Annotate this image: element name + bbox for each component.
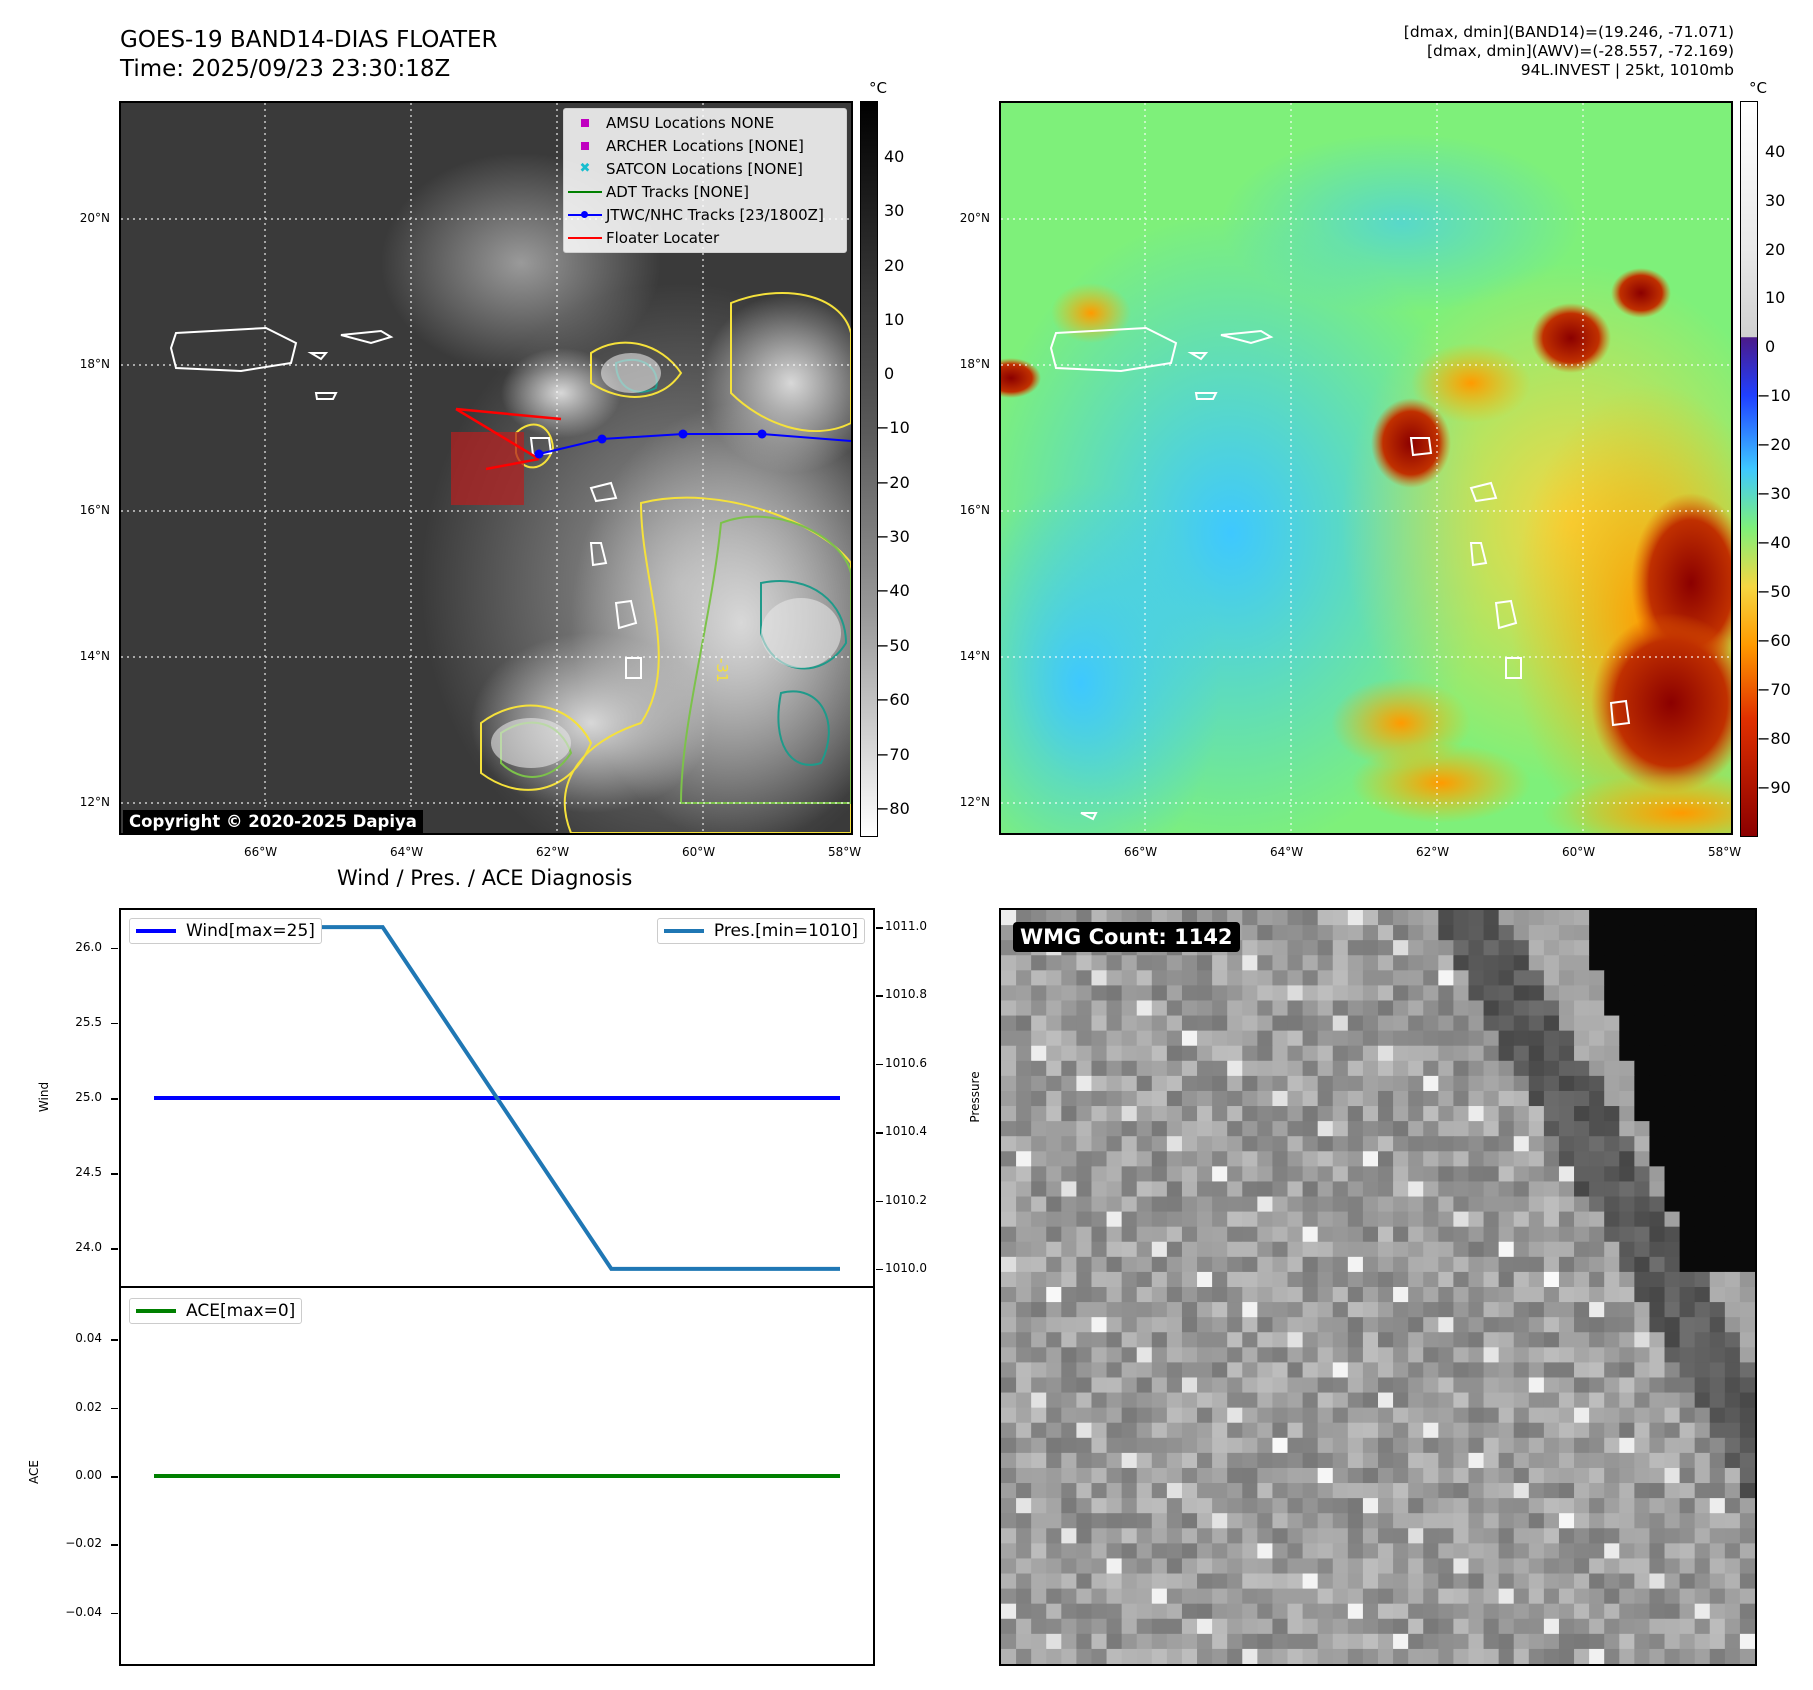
copyright-label: Copyright © 2020-2025 Dapiya: [123, 810, 423, 833]
lon-tick: 62°W: [1416, 845, 1450, 859]
axis-tick-mark: [876, 995, 883, 997]
axis-tick-mark: [111, 1339, 118, 1341]
x-marker-icon: ✖: [579, 161, 591, 176]
meta-line-2: [dmax, dmin](AWV)=(-28.557, -72.169): [1427, 42, 1734, 60]
lon-tick: 66°W: [244, 845, 278, 859]
axis-tick-label: 25.0: [75, 1090, 102, 1104]
line-marker-icon: [568, 236, 602, 239]
ace-panel: ACE[max=0]: [119, 1286, 875, 1666]
title-line-1: GOES-19 BAND14-DIAS FLOATER: [120, 27, 498, 53]
ace-plot: [154, 1474, 840, 1478]
axis-tick-mark: [111, 1173, 118, 1175]
axis-tick-label: −0.04: [65, 1604, 102, 1619]
ace-legend: ACE[max=0]: [129, 1298, 303, 1324]
axis-tick-mark: [111, 947, 118, 950]
axis-tick-label: 1011.0: [885, 919, 927, 934]
pressure-axis-label: Pressure: [968, 1071, 982, 1123]
legend-satcon: ✖ SATCON Locations [NONE]: [579, 159, 803, 178]
wmg-image: [1001, 910, 1755, 1664]
wind-pressure-plot: [154, 925, 840, 1271]
axis-tick-label: 26.0: [75, 939, 102, 954]
line-marker-icon: [568, 190, 602, 193]
axis-tick-label: 0.04: [75, 1331, 102, 1346]
axis-tick-label: 0.02: [75, 1399, 102, 1414]
lon-tick: 58°W: [828, 845, 862, 859]
lon-tick: 62°W: [536, 845, 570, 859]
meta-line-3: 94L.INVEST | 25kt, 1010mb: [1520, 61, 1734, 79]
lat-tick: 18°N: [959, 357, 990, 371]
pressure-legend: Pres.[min=1010]: [656, 918, 865, 944]
axis-tick-label: 1010.0: [885, 1260, 927, 1275]
axis-tick-label: −0.02: [65, 1536, 102, 1551]
chart-title: GOES-19 BAND14-DIAS FLOATER Time: 2025/0…: [120, 26, 498, 84]
map-legend: AMSU Locations NONE ARCHER Locations [NO…: [563, 108, 847, 253]
lat-tick: 16°N: [959, 503, 990, 517]
legend-archer: ARCHER Locations [NONE]: [564, 134, 846, 157]
wind-axis-label: Wind: [37, 1081, 51, 1113]
axis-tick-mark: [111, 1476, 118, 1478]
wind-line-icon: [136, 929, 176, 933]
axis-tick-label: 25.5: [75, 1014, 102, 1029]
wmg-count-label: WMG Count: 1142: [1013, 922, 1240, 952]
lat-tick: 16°N: [79, 503, 110, 517]
axis-tick-label: 1010.4: [885, 1124, 927, 1139]
axis-tick-label: 24.5: [75, 1165, 102, 1180]
axis-tick-mark: [111, 1544, 118, 1546]
awv-colorbar: [1740, 101, 1758, 837]
legend-jtwc: JTWC/NHC Tracks [23/1800Z]: [564, 203, 846, 226]
awv-colorbar-unit: °C: [1749, 79, 1767, 97]
axis-tick-label: 24.0: [75, 1240, 102, 1255]
lat-tick: 14°N: [959, 649, 990, 663]
lat-tick: 12°N: [959, 795, 990, 809]
title-line-2: Time: 2025/09/23 23:30:18Z: [120, 56, 451, 82]
legend-adt: ADT Tracks [NONE]: [564, 180, 846, 203]
ir-colorbar-unit: °C: [869, 79, 887, 97]
lon-tick: 60°W: [1562, 845, 1596, 859]
lon-tick: 60°W: [682, 845, 716, 859]
lat-tick: 12°N: [79, 795, 110, 809]
axis-tick-label: 1010.8: [885, 987, 927, 1002]
axis-tick-mark: [876, 1063, 883, 1066]
axis-tick-mark: [111, 1098, 118, 1100]
axis-tick-label: 1010.6: [885, 1055, 927, 1070]
ir-map-panel: -31 AMSU Locations NONE ARCHER Locations…: [119, 101, 853, 835]
diagnosis-title: Wind / Pres. / ACE Diagnosis: [337, 866, 633, 890]
wind-pressure-panel: Wind[max=25] Pres.[min=1010]: [119, 908, 875, 1288]
awv-map-panel: [999, 101, 1733, 835]
ace-line-icon: [136, 1309, 176, 1313]
legend-floater: Floater Locater: [564, 226, 846, 249]
axis-tick-label: 1010.2: [885, 1192, 927, 1207]
pressure-line-icon: [663, 929, 704, 933]
lat-tick: 20°N: [959, 211, 990, 225]
ace-axis-label: ACE: [27, 1460, 41, 1484]
contour-label: -31: [713, 658, 731, 683]
meta-line-1: [dmax, dmin](BAND14)=(19.246, -71.071): [1403, 23, 1734, 41]
axis-tick-mark: [111, 1612, 118, 1615]
wmg-panel: WMG Count: 1142: [999, 908, 1757, 1666]
square-marker-icon: [581, 118, 589, 127]
axis-tick-mark: [876, 1268, 883, 1271]
awv-map: [1001, 103, 1731, 833]
ir-colorbar: [860, 101, 878, 837]
lat-tick: 18°N: [79, 357, 110, 371]
axis-tick-mark: [876, 1200, 883, 1203]
lat-tick: 20°N: [79, 211, 110, 225]
lat-tick: 14°N: [79, 649, 110, 663]
square-marker-icon: [581, 141, 589, 150]
axis-tick-mark: [876, 1132, 883, 1134]
lon-tick: 58°W: [1708, 845, 1742, 859]
lon-tick: 64°W: [390, 845, 424, 859]
wind-legend: Wind[max=25]: [129, 918, 322, 944]
axis-tick-label: 0.00: [75, 1468, 102, 1482]
axis-tick-mark: [876, 927, 883, 929]
axis-tick-mark: [111, 1022, 118, 1025]
legend-amsu: AMSU Locations NONE: [564, 111, 846, 134]
lon-tick: 66°W: [1124, 845, 1158, 859]
axis-tick-mark: [111, 1407, 118, 1410]
meta-info: [dmax, dmin](BAND14)=(19.246, -71.071) […: [1404, 23, 1734, 80]
axis-tick-mark: [111, 1248, 118, 1250]
lon-tick: 64°W: [1270, 845, 1304, 859]
